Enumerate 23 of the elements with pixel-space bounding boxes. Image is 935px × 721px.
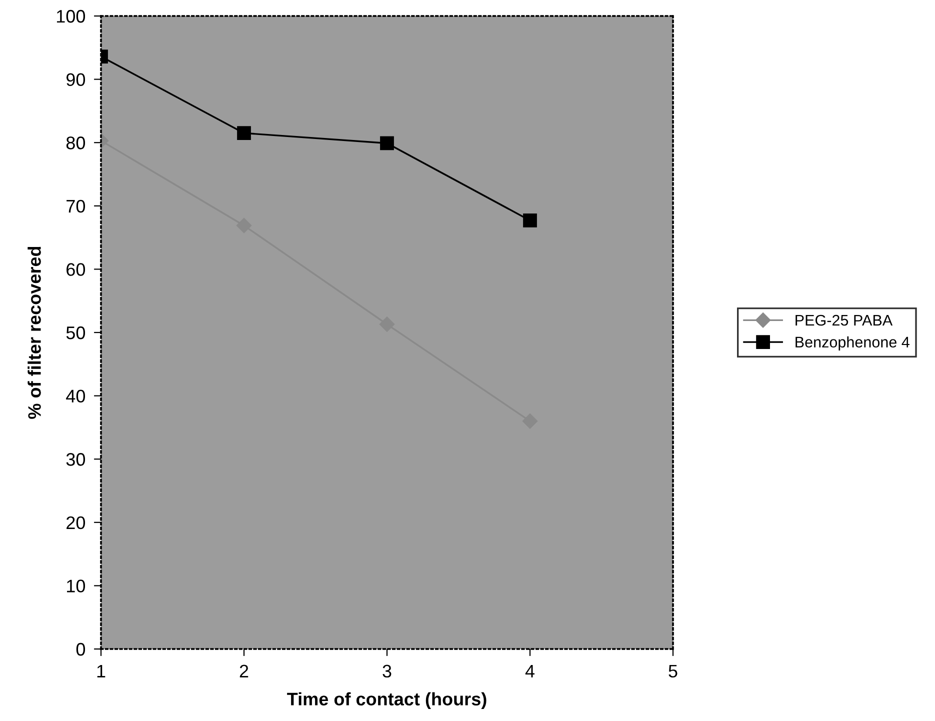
legend-label: PEG-25 PABA	[796, 314, 893, 326]
y-tick-label: 70	[66, 200, 86, 213]
y-tick-label: 100	[56, 10, 86, 23]
x-tick-label: 4	[525, 664, 534, 678]
y-tick-label: 0	[76, 642, 86, 656]
y-tick-label: 90	[66, 73, 86, 86]
y-axis-title: % of filter recovered	[28, 246, 41, 419]
y-tick-label: 60	[66, 263, 86, 276]
point	[380, 136, 394, 150]
y-tick-label: 30	[66, 453, 86, 466]
x-tick-label: 1	[97, 664, 106, 678]
x-axis-title: Time of contact (hours)	[287, 692, 486, 710]
x-tick-label: 3	[382, 664, 392, 678]
y-tick-label: 20	[66, 516, 86, 530]
x-tick-label: 5	[668, 664, 678, 678]
legend-label: Benzophenone 4	[796, 336, 910, 351]
y-tick-label: 10	[67, 580, 86, 592]
y-tick-label: 80	[66, 136, 86, 150]
y-tick-label: 50	[66, 326, 86, 340]
y-tick-label: 40	[66, 390, 86, 403]
point	[237, 126, 251, 140]
x-tick-label: 2	[240, 664, 248, 678]
point	[523, 214, 537, 228]
